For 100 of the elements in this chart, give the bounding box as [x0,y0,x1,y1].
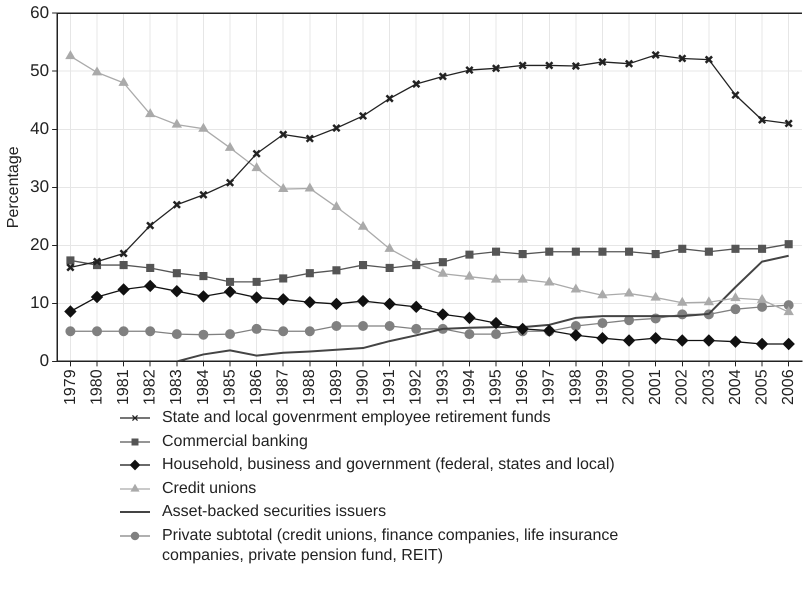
x-tick-label: 1999 [594,369,611,405]
point [91,290,104,303]
point [384,321,395,332]
point [118,283,130,296]
point [704,248,713,256]
point [119,249,128,258]
x-tick-label: 2002 [674,369,691,405]
point [598,290,608,298]
point [463,312,476,324]
y-tick-label: 60 [30,2,50,22]
point [412,80,421,88]
point [491,329,502,340]
point [385,94,394,103]
y-tick-label: 30 [30,176,50,196]
point [650,292,660,301]
x-tick-label: 1990 [354,369,372,405]
x-tick-label: 1982 [142,369,159,405]
point [304,326,315,336]
point [252,278,261,286]
x-tick-label: 1985 [221,369,238,405]
point [756,338,768,350]
x-tick-label: 2000 [620,369,638,405]
point [597,318,608,328]
point [172,269,181,278]
y-tick-label: 40 [30,118,50,138]
point [518,274,528,283]
point [784,306,794,316]
x-tick-label: 1993 [434,369,452,405]
point [331,321,342,332]
point [784,240,793,248]
point [118,326,129,336]
point [172,329,182,340]
point [464,329,474,340]
x-tick-label: 1996 [514,369,532,405]
point [172,200,182,210]
x-tick-label: 1989 [328,369,345,405]
point [784,119,794,128]
point [491,274,501,283]
point [386,264,394,272]
point [358,221,368,230]
point [624,59,634,68]
x-tick-label: 1991 [381,369,398,405]
x-tick-label: 2004 [726,369,744,405]
x-tick-label: 1984 [194,369,212,405]
point [144,280,156,292]
point [146,221,155,230]
x-tick-label: 1980 [88,369,106,405]
point [730,304,740,314]
x-tick-label: 2005 [753,369,770,405]
point [277,293,290,306]
legend-label: Credit unions [162,478,256,498]
x-tick-label: 1983 [168,369,186,405]
point [358,111,368,120]
point [66,50,76,60]
point [170,285,183,298]
point [545,248,554,256]
point [651,50,660,60]
point [225,329,236,340]
point [516,322,529,335]
point [702,334,715,347]
point [224,286,236,298]
point [304,296,316,308]
point [306,269,314,278]
y-tick-label: 10 [30,293,50,312]
x-tick-label: 1998 [567,369,584,405]
point [330,298,342,310]
point [570,329,582,342]
point [225,142,235,151]
point [198,330,208,340]
point [570,321,581,332]
point [465,66,474,75]
point [544,61,554,70]
point [92,326,102,336]
y-tick-label: 50 [30,60,50,80]
point [598,248,606,256]
point [729,336,742,348]
point [438,258,447,266]
point [782,338,795,350]
point [384,298,396,310]
point [359,261,368,270]
point [146,264,154,272]
point [731,90,740,100]
point [252,324,262,334]
point [92,66,102,76]
x-tick-label: 2003 [700,369,718,405]
point [198,123,208,132]
point [677,297,688,306]
point [623,334,636,347]
point [145,108,156,118]
point [544,276,554,286]
point [438,268,448,277]
point [464,271,474,280]
point [650,332,662,344]
y-tick-label: 0 [40,351,50,370]
point [92,257,102,266]
x-tick-label: 2001 [647,369,664,405]
point [65,326,76,336]
legend-label: Asset-backed securities issuers [162,502,386,522]
point [305,134,314,143]
point [278,130,288,139]
